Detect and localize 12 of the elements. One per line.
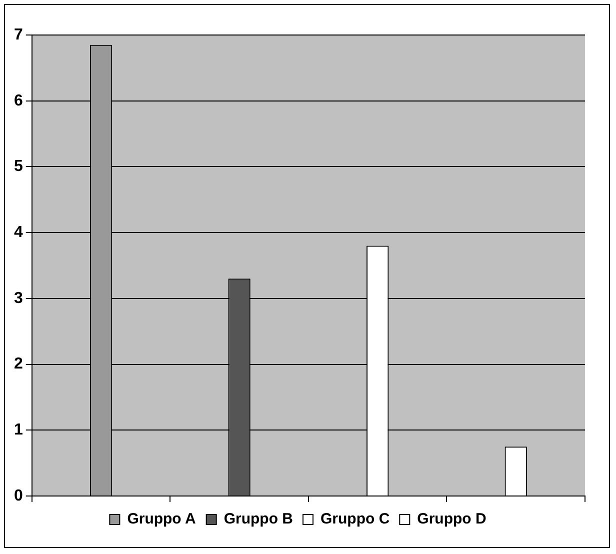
y-tick-label: 6 (14, 92, 23, 110)
legend-label: Gruppo D (417, 510, 486, 528)
y-tick-label: 0 (14, 487, 23, 504)
y-tick-label: 7 (14, 26, 23, 44)
legend-label: Gruppo A (127, 510, 196, 528)
legend-label: Gruppo C (320, 510, 390, 528)
y-tick-label: 3 (14, 290, 23, 307)
y-tick-label: 4 (14, 224, 23, 241)
y-tick-label: 1 (14, 422, 23, 439)
y-tick-label: 2 (14, 356, 23, 373)
legend-label: Gruppo B (224, 510, 294, 528)
y-tick-label: 5 (14, 158, 23, 176)
